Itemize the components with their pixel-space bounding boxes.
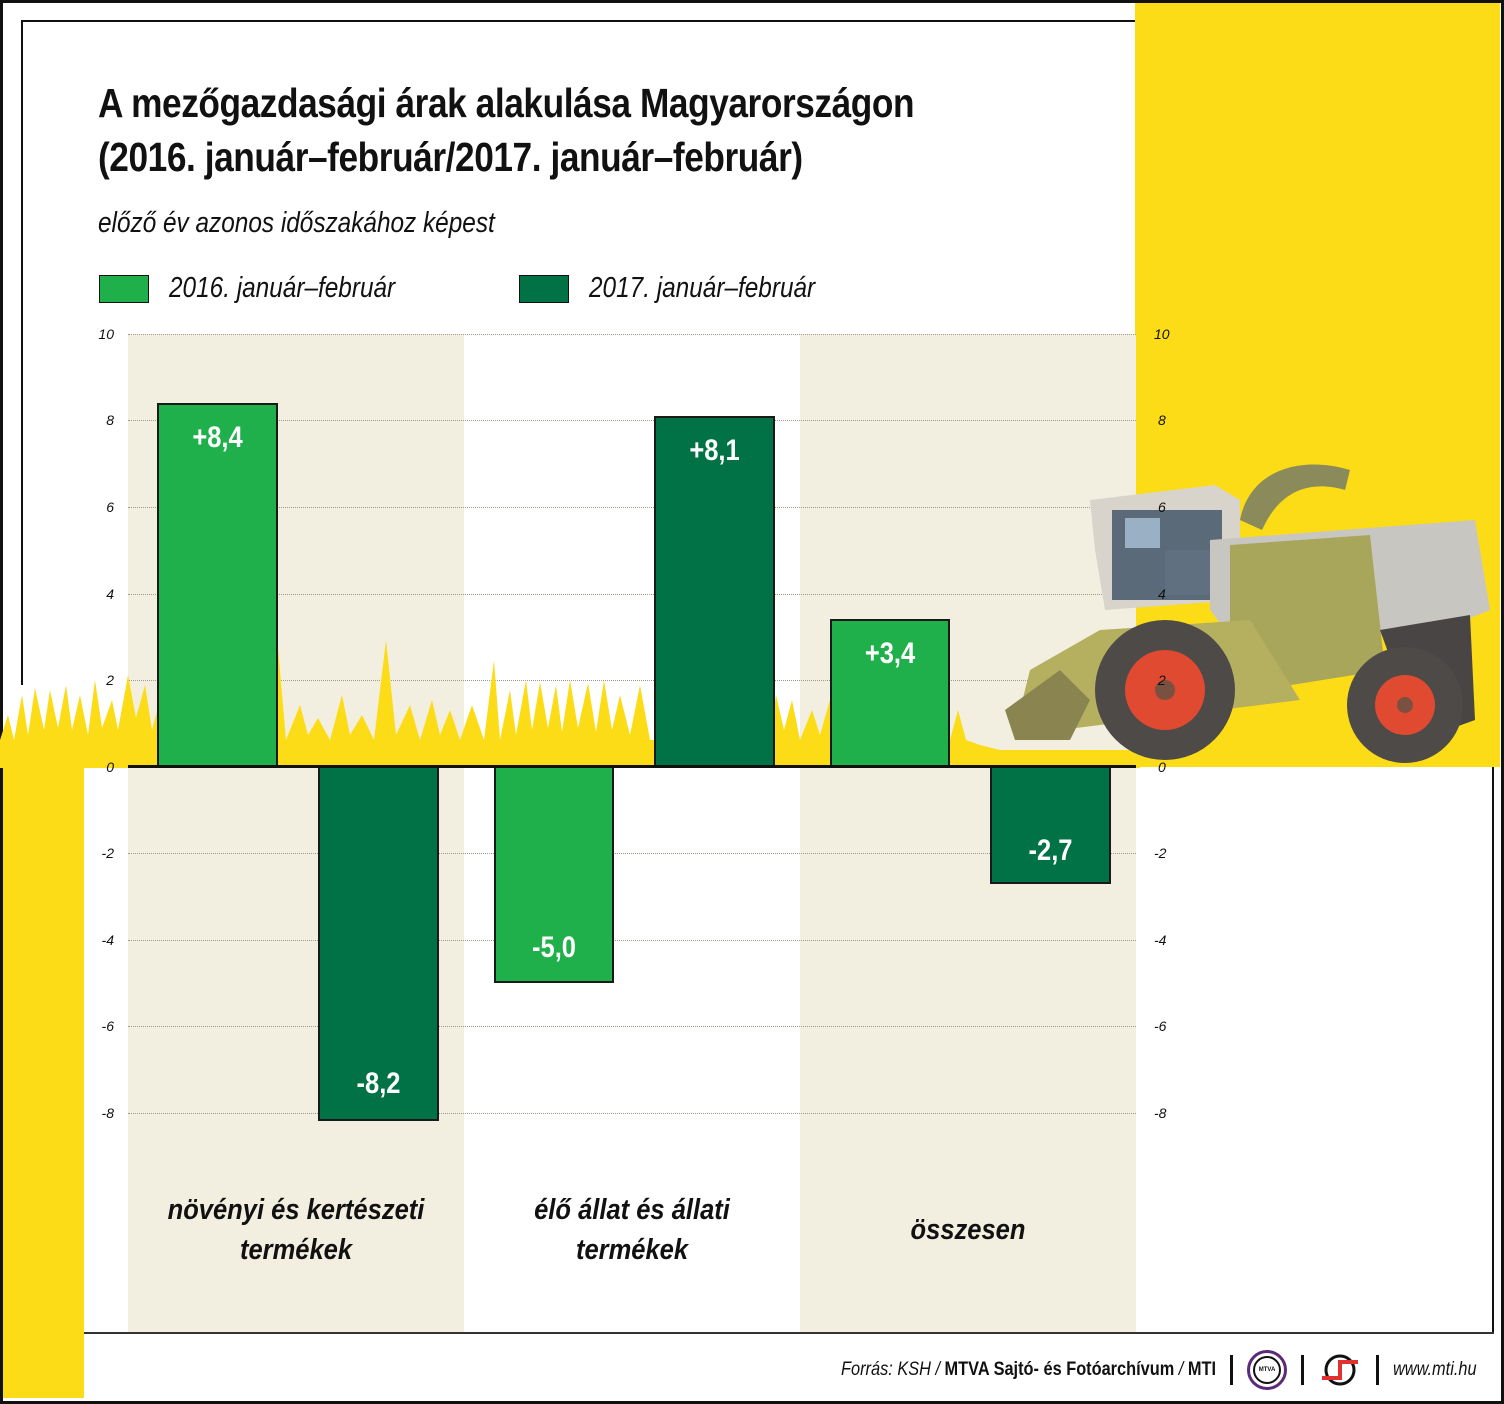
frame-line-bottom xyxy=(84,1332,1494,1334)
title-line-1: A mezőgazdasági árak alakulása Magyarors… xyxy=(98,80,915,126)
footer-credits: Forrás: KSH / MTVA Sajtó- és Fotóarchívu… xyxy=(780,1350,1490,1390)
y-tick-right: 10 xyxy=(1154,326,1170,342)
y-tick-left: 8 xyxy=(106,412,114,428)
zero-baseline xyxy=(128,765,1136,768)
legend-item-2017: 2017. január–február xyxy=(519,272,858,305)
frame-line-right xyxy=(1492,767,1494,1333)
source-credit: Forrás: KSH / MTVA Sajtó- és Fotóarchívu… xyxy=(841,1359,1216,1381)
y-tick-right: -6 xyxy=(1154,1018,1167,1034)
gridline-m2 xyxy=(128,853,1136,854)
grass-decoration xyxy=(0,625,1140,768)
frame-line-left xyxy=(21,20,23,685)
category-label-line: növényi és kertészeti xyxy=(167,1194,425,1226)
source-prefix: Forrás: KSH / xyxy=(841,1359,945,1380)
bar-value-label: +8,1 xyxy=(689,434,740,467)
frame-line-top xyxy=(22,20,1135,22)
category-label-line: élő állat és állati xyxy=(534,1194,730,1226)
gridline-10 xyxy=(128,334,1136,335)
y-tick-left: 6 xyxy=(106,499,114,515)
category-label-line: termékek xyxy=(239,1234,353,1266)
mti-logo-icon xyxy=(1322,1354,1359,1386)
yellow-left-strip xyxy=(3,740,84,1398)
chart-subtitle: előző év azonos időszakához képest xyxy=(98,207,495,239)
y-tick-right: -8 xyxy=(1154,1105,1167,1121)
y-tick-right: 8 xyxy=(1158,412,1166,428)
y-tick-left: 0 xyxy=(106,759,114,775)
y-tick-right: 4 xyxy=(1158,586,1166,602)
gridline-m4 xyxy=(128,940,1136,941)
legend-label-2017: 2017. január–február xyxy=(589,272,816,304)
gridline-6 xyxy=(128,507,1136,508)
footer-divider xyxy=(1301,1355,1305,1385)
y-tick-right: 2 xyxy=(1158,672,1166,688)
bar-novenyi-2016: +8,4 xyxy=(157,403,278,768)
source-archive: MTVA Sajtó- és Fotóarchívum xyxy=(944,1359,1175,1380)
y-tick-left: -2 xyxy=(101,845,114,861)
bar-value-label: -2,7 xyxy=(1028,834,1073,867)
source-mti: MTI xyxy=(1187,1359,1217,1380)
category-label-line: összesen xyxy=(910,1214,1026,1246)
gridline-2 xyxy=(128,680,1136,681)
mtva-logo-text: MTVA xyxy=(1253,1356,1282,1384)
gridline-4 xyxy=(128,594,1136,595)
harvester-illustration xyxy=(1005,464,1490,763)
category-label-line: termékek xyxy=(575,1234,689,1266)
y-tick-left: -6 xyxy=(101,1018,114,1034)
mti-url-link[interactable]: www.mti.hu xyxy=(1393,1359,1477,1380)
y-tick-left: 10 xyxy=(98,326,114,342)
gridline-8 xyxy=(128,420,1136,421)
bar-osszesen-2016: +3,4 xyxy=(830,619,950,768)
bar-novenyi-2017: -8,2 xyxy=(318,766,439,1121)
legend-swatch-2017 xyxy=(519,274,569,303)
y-tick-right: -4 xyxy=(1154,932,1167,948)
y-tick-right: 0 xyxy=(1158,759,1166,775)
title-line-2: (2016. január–február/2017. január–febru… xyxy=(98,134,803,180)
y-tick-right: -2 xyxy=(1154,845,1167,861)
y-tick-left: 2 xyxy=(106,672,114,688)
footer-divider xyxy=(1376,1355,1380,1385)
mtva-logo-icon: MTVA xyxy=(1247,1350,1288,1390)
category-label-novenyi: növényi és kertészeti termékek xyxy=(148,1190,444,1270)
gridline-m8 xyxy=(128,1113,1136,1114)
bar-value-label: -5,0 xyxy=(532,931,576,964)
y-tick-left: -8 xyxy=(101,1105,114,1121)
bar-osszesen-2017: -2,7 xyxy=(990,766,1111,884)
category-label-osszesen: összesen xyxy=(820,1210,1116,1250)
legend-swatch-2016 xyxy=(99,274,149,303)
chart-title: A mezőgazdasági árak alakulása Magyarors… xyxy=(98,76,915,184)
bar-value-label: +8,4 xyxy=(192,421,243,454)
footer-divider xyxy=(1230,1355,1234,1385)
y-tick-left: -4 xyxy=(101,932,114,948)
gridline-m6 xyxy=(128,1026,1136,1027)
bar-value-label: -8,2 xyxy=(356,1067,401,1100)
source-separator: / xyxy=(1174,1359,1188,1380)
bar-value-label: +3,4 xyxy=(864,637,916,670)
legend-item-2016: 2016. január–február xyxy=(99,272,438,305)
bar-allat-2016: -5,0 xyxy=(494,766,614,983)
y-tick-left: 4 xyxy=(106,586,114,602)
bar-allat-2017: +8,1 xyxy=(654,416,775,768)
y-tick-right: 6 xyxy=(1158,499,1166,515)
category-label-allat: élő állat és állati termékek xyxy=(484,1190,780,1270)
legend-label-2016: 2016. január–február xyxy=(169,272,396,304)
